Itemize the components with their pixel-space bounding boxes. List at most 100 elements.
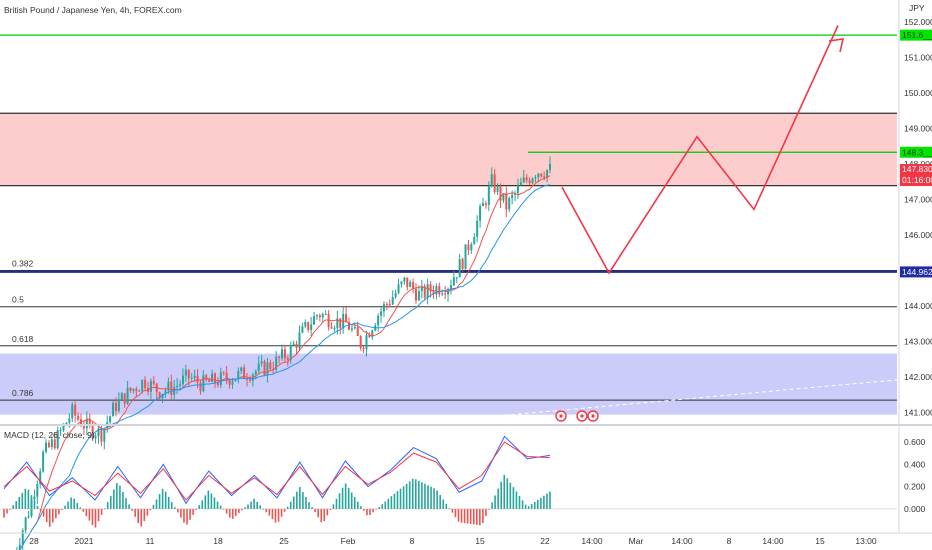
candle	[103, 427, 106, 450]
macd-histogram-bar	[271, 508, 274, 520]
macd-histogram-bar	[323, 508, 326, 522]
candle-body	[205, 375, 208, 380]
candle-body	[77, 415, 80, 420]
candle	[519, 177, 522, 186]
macd-histogram-bar	[317, 508, 319, 518]
time-tick-6: 8	[410, 536, 415, 546]
macd-histogram-bar	[265, 508, 268, 513]
candle-body	[100, 428, 103, 442]
macd-histogram-bar	[540, 497, 542, 509]
macd-histogram-bar	[73, 498, 75, 509]
candle-body	[438, 286, 441, 295]
event-icon-2[interactable]	[587, 410, 599, 422]
candle	[283, 344, 286, 363]
macd-histogram-bar	[158, 494, 161, 509]
macd-histogram-bar	[170, 502, 173, 509]
resistance-zone	[0, 113, 897, 186]
macd-histogram-bar	[24, 488, 27, 509]
macd-histogram-bar	[338, 493, 341, 509]
macd-histogram-bar	[235, 508, 237, 516]
macd-histogram-bar	[82, 508, 85, 512]
macd-histogram-bar	[433, 488, 435, 509]
macd-histogram-bar	[225, 508, 228, 514]
macd-histogram-bar	[408, 481, 411, 509]
macd-histogram-bar	[201, 500, 204, 509]
macd-histogram-bar	[350, 492, 353, 509]
candle	[482, 197, 484, 207]
level-tag-green-mid: 148.3__	[902, 147, 932, 157]
price-tick-148.000: 148.000	[904, 159, 932, 169]
candle-body	[385, 304, 388, 306]
macd-histogram-bar	[326, 508, 329, 516]
macd-histogram-bar	[76, 502, 79, 509]
candle-body	[525, 177, 528, 181]
macd-histogram-bar	[457, 508, 460, 522]
candle-body	[286, 358, 289, 360]
candle-body	[356, 327, 359, 337]
macd-histogram-bar	[509, 482, 512, 509]
candle	[42, 449, 45, 473]
candle-body	[126, 387, 129, 404]
macd-histogram-bar	[302, 492, 304, 509]
macd-histogram-bar	[521, 500, 524, 509]
candle	[400, 280, 403, 288]
macd-histogram-bar	[3, 508, 5, 518]
time-tick-15: 13:00	[855, 536, 877, 546]
macd-histogram-bar	[109, 495, 112, 509]
macd-histogram-bar	[146, 508, 149, 516]
macd-histogram-bar	[79, 507, 82, 509]
candle-body	[62, 424, 65, 431]
macd-histogram-bar	[530, 504, 533, 509]
macd-histogram-bar	[378, 506, 380, 509]
macd-histogram-bar	[536, 499, 539, 509]
current-price-label: 147.830	[902, 164, 932, 174]
candle-body	[301, 326, 304, 333]
candle	[190, 372, 193, 382]
macd-histogram-bar	[353, 497, 356, 509]
macd-tick-0.400: 0.400	[904, 459, 926, 469]
event-icon-1[interactable]	[576, 410, 588, 422]
macd-histogram-bar	[137, 508, 140, 524]
candle-body	[409, 282, 412, 288]
fib-label-0.618: 0.618	[12, 334, 34, 344]
candle	[528, 177, 531, 186]
candle-body	[476, 220, 479, 237]
candle	[333, 325, 336, 332]
macd-histogram-bar	[402, 486, 405, 509]
candle	[490, 167, 493, 188]
macd-histogram-bar	[219, 505, 222, 509]
candle	[59, 426, 62, 437]
candle	[24, 516, 27, 535]
macd-histogram-bar	[259, 505, 262, 509]
candle-body	[452, 277, 455, 286]
candle-body	[82, 426, 85, 429]
macd-histogram-bar	[396, 491, 399, 509]
candle	[470, 242, 473, 254]
macd-histogram-bar	[189, 508, 191, 520]
candle	[117, 392, 120, 413]
candle-body	[141, 379, 144, 391]
candle	[362, 346, 365, 354]
candle-body	[528, 180, 531, 184]
event-icon-0[interactable]	[555, 410, 567, 422]
macd-histogram-bar	[70, 497, 72, 509]
candle-body	[94, 436, 97, 439]
candle	[219, 367, 222, 389]
candle-body	[313, 316, 316, 325]
candle-body	[400, 281, 403, 285]
macd-tick-0.200: 0.200	[904, 482, 926, 492]
candle-body	[68, 418, 71, 423]
candle	[313, 311, 316, 325]
candle	[534, 174, 537, 183]
macd-histogram-bar	[18, 496, 21, 509]
macd-histogram-bar	[527, 506, 530, 509]
candle-body	[129, 387, 132, 391]
time-tick-12: 8	[727, 536, 732, 546]
candle-body	[519, 182, 522, 186]
candle-body	[295, 343, 298, 348]
candle-body	[380, 311, 383, 316]
candle	[496, 183, 499, 195]
candle-body	[394, 292, 397, 298]
